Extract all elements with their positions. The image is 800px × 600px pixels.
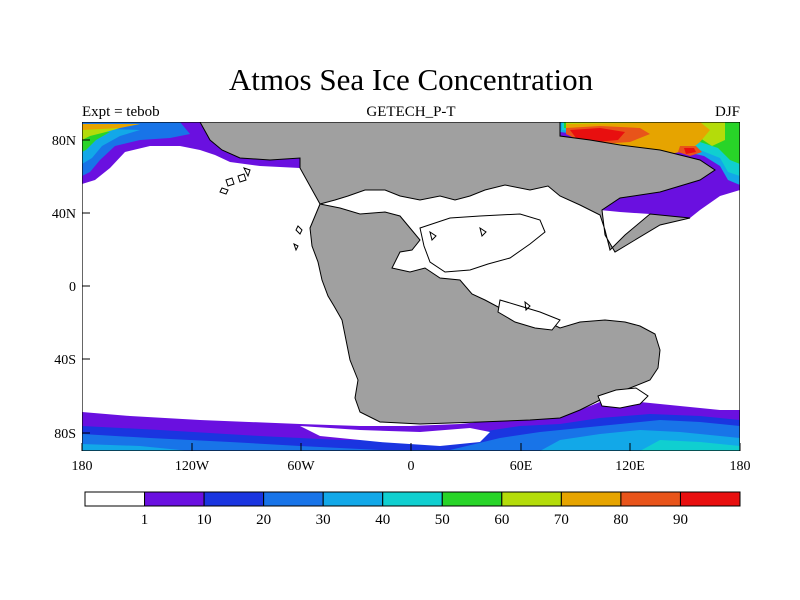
island-north-pacific: [219, 167, 251, 195]
southern-gulf: [597, 387, 649, 409]
lon-tick-60w: 60W: [287, 459, 315, 474]
lon-tick-120w: 120W: [175, 459, 210, 474]
longitude-axis: 180 120W 60W 0 60E 120E 180: [72, 443, 751, 474]
colorbar-swatch-5: [382, 491, 443, 507]
colorbar-label-30: 30: [316, 512, 331, 528]
lon-tick-0: 0: [408, 459, 415, 474]
lon-tick-60e: 60E: [510, 459, 533, 474]
colorbar-swatch-9: [620, 491, 681, 507]
colorbar-swatch-8: [560, 491, 622, 507]
season-label: DJF: [715, 104, 740, 120]
lat-tick-80s: 80S: [54, 427, 76, 442]
latitude-axis: 80N 40N 0 40S 80S: [52, 134, 90, 442]
tethys-gulf: [497, 299, 561, 331]
colorbar-swatch-6: [441, 491, 503, 507]
colorbar-label-40: 40: [375, 512, 390, 528]
colorbar-swatch-0: [84, 491, 146, 507]
colorbar-swatch-3: [263, 491, 324, 507]
lon-tick-180w: 180: [72, 459, 93, 474]
lat-tick-40n: 40N: [52, 207, 76, 222]
colorbar-label-1: 1: [141, 512, 149, 528]
sea-ice-north-west-70: [82, 128, 120, 140]
map-title: Atmos Sea Ice Concentration: [229, 62, 594, 97]
landmass-northern: [199, 122, 716, 253]
lat-tick-40s: 40S: [54, 353, 76, 368]
colorbar: 1 10 20 30 40 50 60 70 80 90: [84, 491, 741, 528]
lon-tick-120e: 120E: [615, 459, 645, 474]
colorbar-label-50: 50: [435, 512, 450, 528]
map-subtitle: GETECH_P-T: [366, 104, 455, 120]
colorbar-swatch-10: [679, 491, 741, 507]
map-plot-area: [82, 122, 740, 451]
colorbar-swatch-7: [501, 491, 562, 507]
colorbar-swatch-4: [322, 491, 384, 507]
island-east: [293, 225, 531, 312]
sea-ice-north-west-80: [82, 124, 140, 130]
sea-ice-south-40: [640, 440, 740, 451]
colorbar-label-70: 70: [554, 512, 569, 528]
sea-ice-north-east-90: [570, 128, 696, 154]
sea-ice-south-gap: [300, 426, 490, 446]
landmass-pangaea: [309, 203, 661, 425]
colorbar-swatch-2: [203, 491, 265, 507]
lat-tick-0: 0: [69, 280, 76, 295]
sea-ice-south-30: [82, 430, 740, 451]
inland-sea: [419, 213, 546, 273]
lon-tick-180e: 180: [730, 459, 751, 474]
colorbar-label-90: 90: [673, 512, 688, 528]
colorbar-label-60: 60: [494, 512, 509, 528]
colorbar-swatch-1: [144, 491, 205, 507]
experiment-label: Expt = tebob: [82, 104, 160, 120]
colorbar-label-80: 80: [613, 512, 628, 528]
colorbar-label-10: 10: [197, 512, 212, 528]
lat-tick-80n: 80N: [52, 134, 76, 149]
colorbar-label-20: 20: [256, 512, 271, 528]
